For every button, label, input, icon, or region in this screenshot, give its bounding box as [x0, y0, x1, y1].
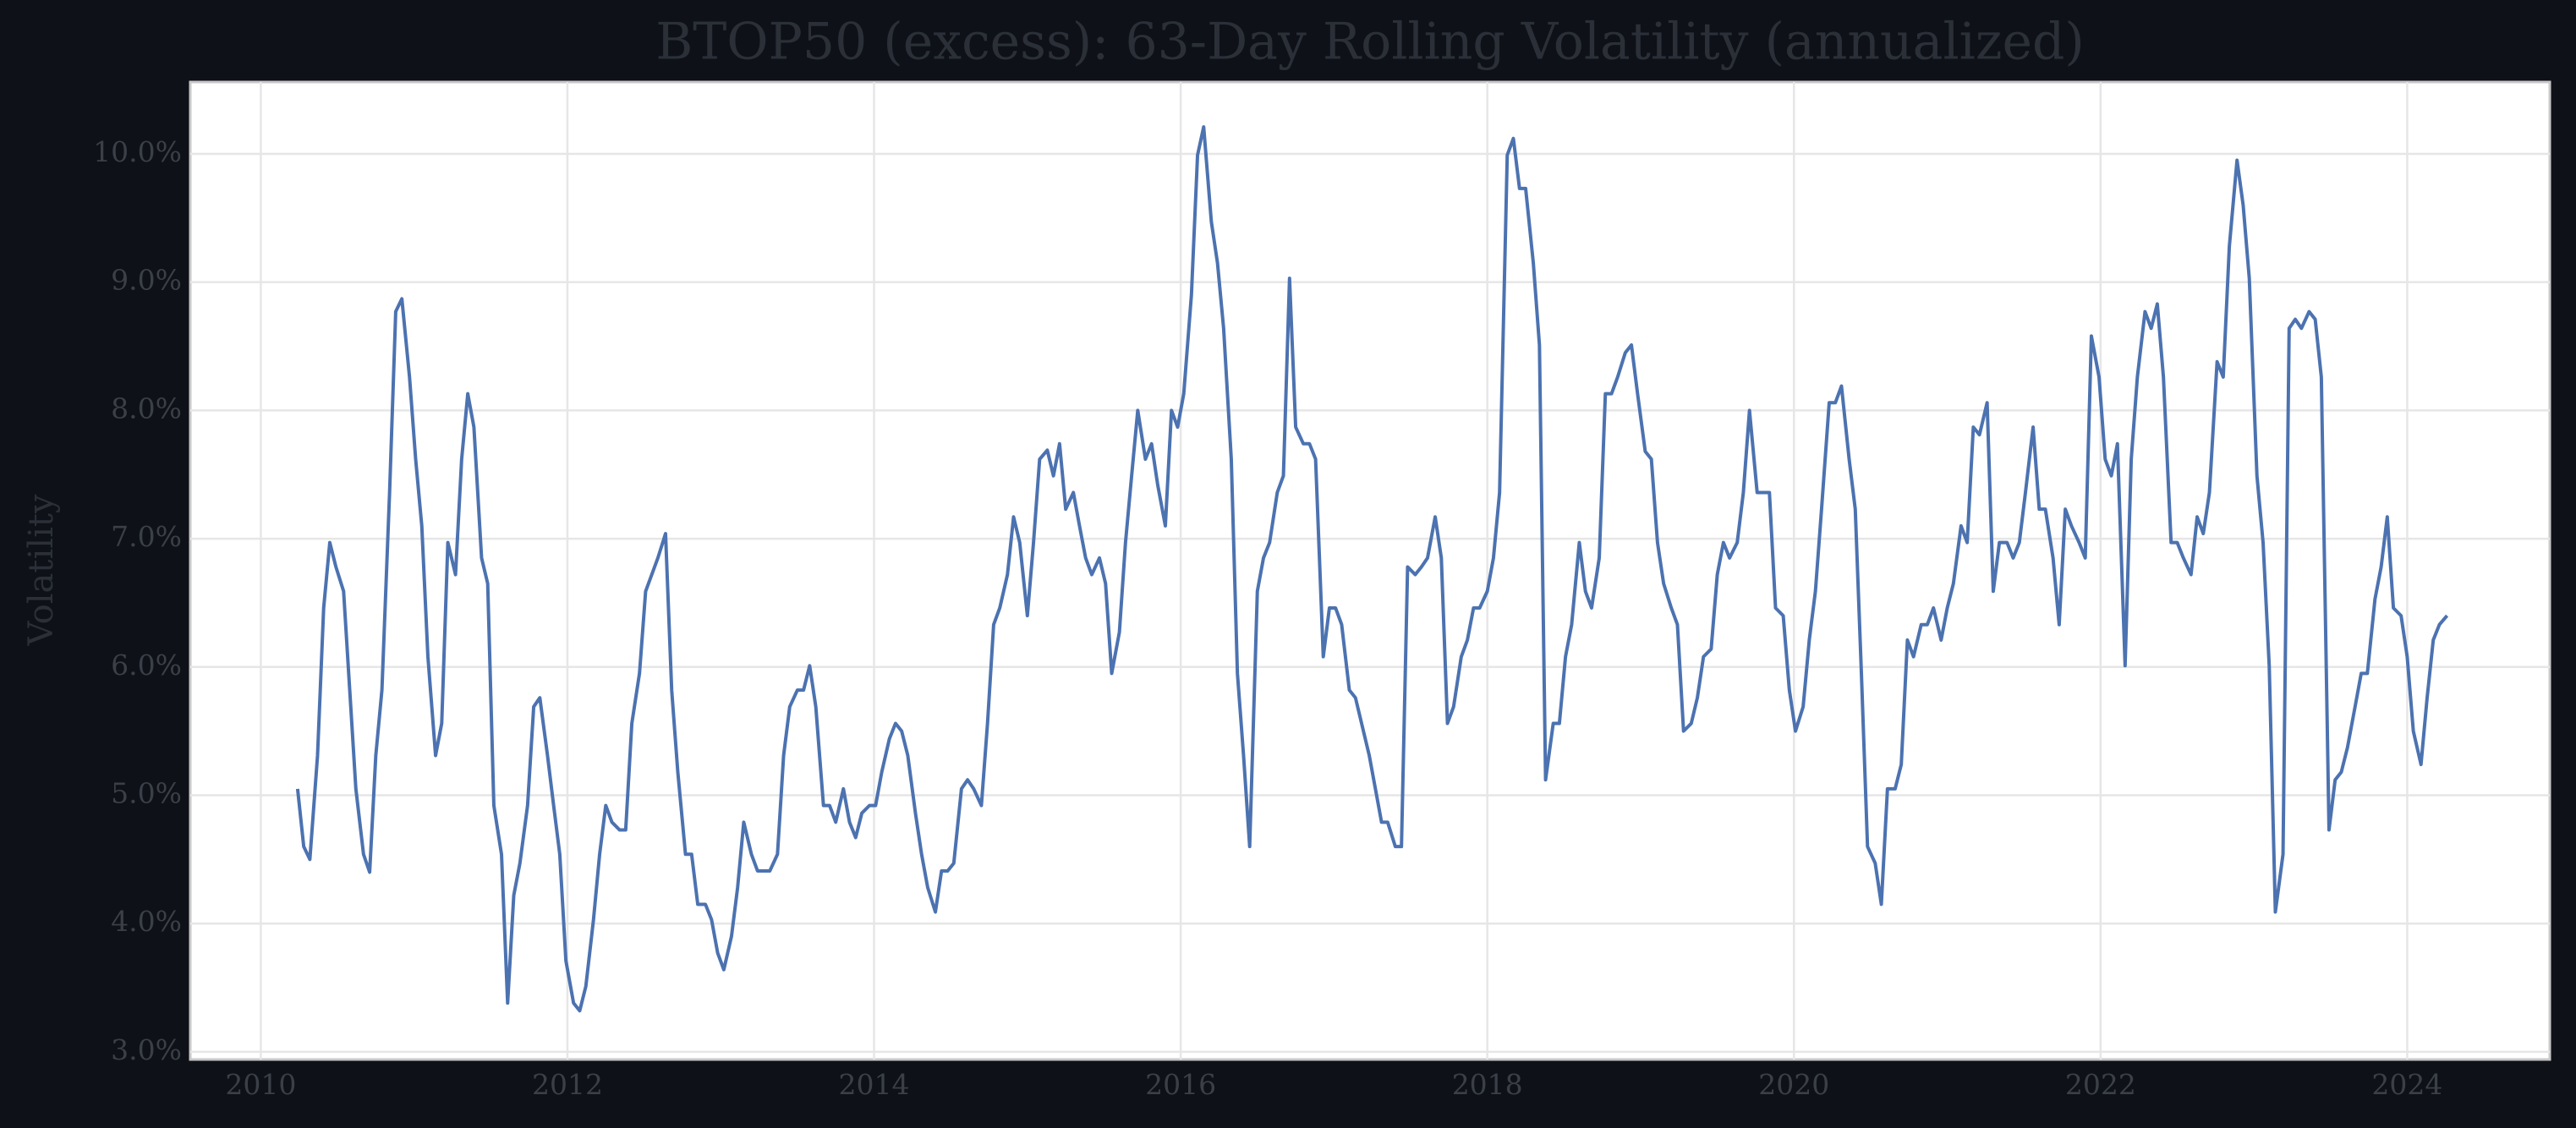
y-tick-label: 10.0% — [93, 135, 182, 168]
x-tick-label: 2022 — [2065, 1068, 2136, 1101]
x-tick-label: 2010 — [225, 1068, 296, 1101]
y-tick-label: 6.0% — [111, 649, 182, 682]
line — [295, 125, 2449, 1013]
labels: 3.0% 4.0% 5.0% 6.0% 7.0% 8.0% 9.0% 10.0% 2010 201… — [93, 135, 2442, 1101]
y-tick-label: 3.0% — [111, 1033, 182, 1066]
x-tick-label: 2014 — [839, 1068, 910, 1101]
marks — [295, 125, 2449, 1013]
y-tick-label: 7.0% — [111, 520, 182, 553]
x-tick-label: 2016 — [1145, 1068, 1216, 1101]
x-tick-label: 2020 — [1758, 1068, 1829, 1101]
y-tick-label: 4.0% — [111, 905, 182, 938]
x-tick-label: 2018 — [1452, 1068, 1523, 1101]
y-axis-label: Volatility — [22, 494, 61, 646]
y-tick-label: 9.0% — [111, 264, 182, 297]
y-tick-label: 5.0% — [111, 776, 182, 809]
plot-area — [189, 80, 2551, 1061]
x-tick-label: 2024 — [2371, 1068, 2442, 1101]
grid — [190, 82, 2550, 1060]
chart-title: BTOP50 (excess): 63-Day Rolling Volatili… — [655, 13, 2085, 72]
y-tick-label: 8.0% — [111, 392, 182, 424]
x-tick-label: 2012 — [532, 1068, 603, 1101]
